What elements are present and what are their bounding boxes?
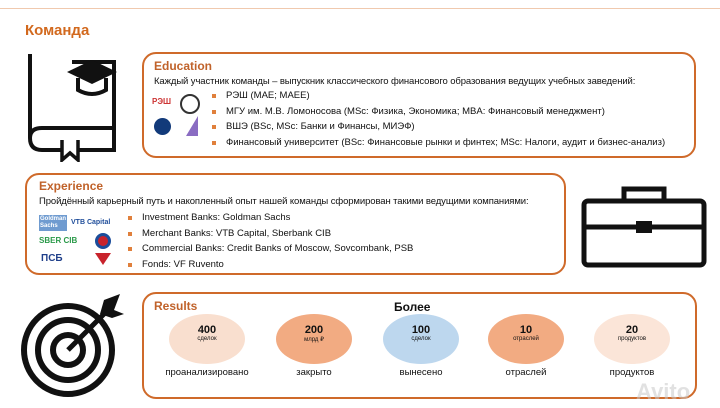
vtb-capital-logo: VTB Capital	[71, 219, 111, 226]
stat-unit: отраслей	[513, 336, 539, 342]
stat-bubble: 20 продуктов	[594, 314, 670, 364]
mkb-logo	[95, 233, 111, 249]
target-icon	[21, 294, 124, 397]
sber-cib-logo: SBER CIB	[39, 236, 78, 245]
experience-panel: Experience Пройдённый карьерный путь и н…	[25, 173, 566, 275]
watermark: Avito	[636, 379, 691, 404]
book-graduation-icon	[28, 54, 117, 162]
stat-value: 400	[197, 324, 217, 336]
stat-caption: проанализировано	[165, 367, 249, 378]
stat-bubble: 10 отраслей	[488, 314, 564, 364]
stat-value: 10	[519, 324, 533, 336]
stat-value: 20	[625, 324, 639, 336]
nes-logo: РЭШ	[152, 97, 172, 106]
stat-value: 200	[304, 324, 324, 336]
education-heading: Education	[154, 59, 213, 73]
results-panel: Results Более 400 сделок проанализировано 2…	[142, 292, 697, 399]
msu-logo	[180, 94, 200, 114]
stat-unit: млрд ₽	[304, 337, 324, 343]
stat-unit: сделок	[411, 336, 431, 342]
education-panel: Education Каждый участник команды – выпу…	[142, 52, 696, 158]
experience-item: Fonds: VF Ruvento	[126, 257, 552, 273]
experience-heading: Experience	[39, 179, 104, 193]
education-item: РЭШ (MAE; MAEE)	[210, 88, 684, 104]
top-rule	[0, 8, 720, 9]
education-item: МГУ им. М.В. Ломоносова (MSc: Физика, Эк…	[210, 104, 684, 120]
stat-caption: отраслей	[505, 367, 547, 378]
stat-bubble: 400 сделок	[169, 314, 245, 364]
experience-item: Investment Banks: Goldman Sachs	[126, 210, 552, 226]
stat-caption: продуктов	[609, 367, 655, 378]
experience-item: Merchant Banks: VTB Capital, Sberbank CI…	[126, 226, 552, 242]
briefcase-icon	[581, 186, 707, 268]
psb-logo: ПСБ	[41, 253, 63, 264]
stat-unit: продуктов	[617, 336, 647, 342]
results-heading: Results	[154, 299, 198, 313]
stat-value: 100	[411, 324, 431, 336]
results-subtitle: Более	[394, 300, 431, 314]
hse-logo	[154, 118, 171, 135]
education-item: Финансовый университет (BSc: Финансовые …	[210, 135, 684, 151]
fa-logo	[186, 116, 198, 136]
stat-caption: вынесено	[399, 367, 443, 378]
education-item: ВШЭ (BSc, MSc: Банки и Финансы, МИЭФ)	[210, 119, 684, 135]
goldman-sachs-logo: Goldman Sachs	[39, 215, 67, 231]
education-intro: Каждый участник команды – выпускник клас…	[154, 76, 636, 87]
experience-intro: Пройдённый карьерный путь и накопленный …	[39, 196, 529, 207]
experience-item: Commercial Banks: Credit Banks of Moscow…	[126, 241, 552, 257]
stat-caption: закрыто	[296, 367, 332, 378]
stat-unit: сделок	[197, 336, 217, 342]
stat-bubble: 200 млрд ₽	[276, 314, 352, 364]
stat-bubble: 100 сделок	[383, 314, 459, 364]
page-title: Команда	[25, 22, 90, 39]
sovcombank-logo	[95, 253, 111, 265]
